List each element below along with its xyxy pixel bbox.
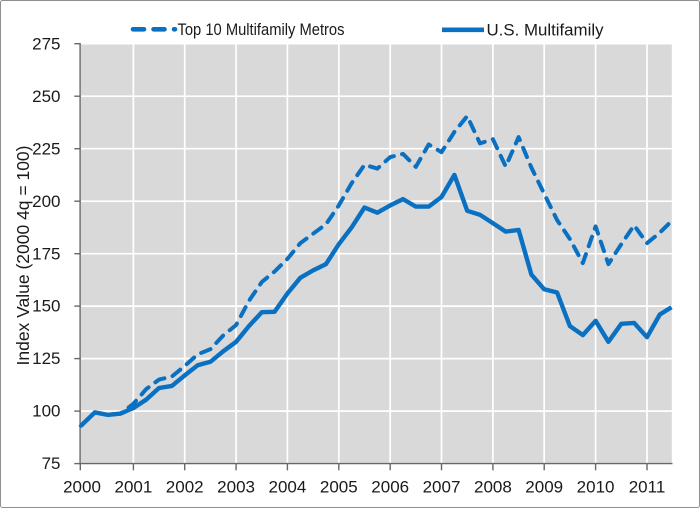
svg-text:2010: 2010 — [577, 478, 615, 497]
svg-text:2005: 2005 — [320, 478, 358, 497]
svg-text:2002: 2002 — [166, 478, 204, 497]
svg-text:100: 100 — [32, 402, 60, 421]
svg-text:2003: 2003 — [217, 478, 255, 497]
svg-text:150: 150 — [32, 297, 60, 316]
svg-text:2006: 2006 — [371, 478, 409, 497]
svg-text:125: 125 — [32, 349, 60, 368]
svg-text:Top 10 Multifamily Metros: Top 10 Multifamily Metros — [178, 20, 345, 39]
svg-text:2009: 2009 — [525, 478, 563, 497]
svg-text:2007: 2007 — [423, 478, 461, 497]
svg-text:200: 200 — [32, 192, 60, 211]
svg-text:225: 225 — [32, 139, 60, 158]
svg-text:2000: 2000 — [63, 478, 101, 497]
svg-text:2004: 2004 — [268, 478, 306, 497]
svg-text:250: 250 — [32, 87, 60, 106]
svg-text:U.S. Multifamily: U.S. Multifamily — [487, 21, 604, 40]
svg-text:75: 75 — [42, 454, 61, 473]
svg-text:2008: 2008 — [474, 478, 512, 497]
svg-text:275: 275 — [32, 34, 60, 53]
svg-text:2001: 2001 — [114, 478, 152, 497]
svg-text:2011: 2011 — [629, 478, 666, 497]
svg-text:175: 175 — [32, 244, 60, 263]
svg-text:Index Value (2000 4q = 100): Index Value (2000 4q = 100) — [13, 146, 33, 366]
